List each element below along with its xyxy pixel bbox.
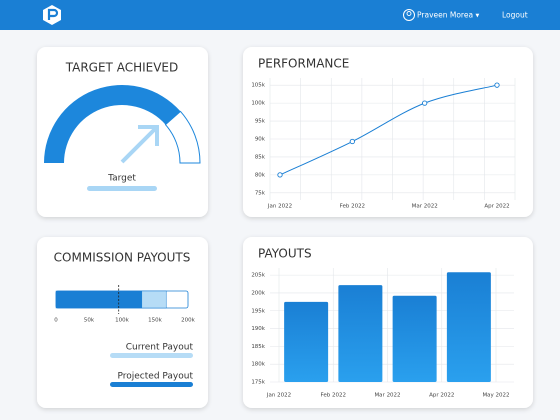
card [37, 237, 208, 408]
x-tick-label: Apr 2022 [429, 393, 454, 399]
y-tick-label: 190k [251, 326, 265, 332]
gauge-track [164, 110, 201, 164]
user-icon [403, 9, 415, 21]
x-tick-label: Jan 2022 [267, 204, 292, 210]
logo[interactable] [43, 5, 61, 25]
legend-swatch [110, 353, 193, 358]
legend-label: Current Payout [126, 343, 194, 353]
legend-swatch [110, 382, 193, 387]
x-tick-label: 0 [54, 318, 58, 324]
bar [392, 295, 437, 382]
gauge-label-bar [87, 186, 157, 191]
x-tick-label: Mar 2022 [412, 204, 438, 210]
x-tick-label: Feb 2022 [340, 204, 365, 210]
x-tick-label: Apr 2022 [484, 204, 509, 210]
point [277, 172, 283, 178]
point [349, 138, 355, 145]
line [279, 84, 498, 176]
arrow-head [138, 125, 159, 146]
x-tick-label: 100k [115, 318, 129, 324]
card-title: COMMISSION PAYOUTS [54, 251, 191, 265]
user-icon-head [406, 11, 412, 16]
y-tick-label: 105k [251, 83, 265, 89]
y-tick-label: 205k [251, 273, 265, 279]
card-title: TARGET ACHIEVED [65, 61, 179, 75]
y-tick-label: 180k [251, 362, 265, 368]
card [243, 47, 533, 217]
y-tick-label: 95k [255, 119, 266, 125]
bar [284, 301, 329, 382]
user-menu[interactable]: Praveen Morea ▾ [403, 9, 480, 21]
y-tick-label: 90k [255, 137, 266, 143]
y-tick-label: 185k [251, 344, 265, 350]
card-title: PERFORMANCE [258, 57, 349, 71]
x-tick-label: Feb 2022 [321, 393, 346, 399]
gauge-label: Target [107, 174, 136, 184]
point [494, 82, 500, 88]
y-tick-label: 85k [255, 154, 266, 160]
card-title: PAYOUTS [258, 247, 312, 261]
logo-p [47, 8, 59, 20]
gauge-fill [44, 85, 181, 163]
card [37, 47, 208, 217]
point [422, 100, 428, 106]
x-tick-label: May 2022 [482, 393, 509, 399]
y-tick-label: 75k [255, 190, 266, 196]
bar-segment [141, 290, 167, 309]
y-tick-label: 195k [251, 308, 265, 314]
y-tick-label: 100k [251, 101, 265, 107]
x-tick-label: Mar 2022 [374, 393, 400, 399]
header-bar [0, 0, 560, 30]
arrow-shaft [120, 127, 157, 164]
y-tick-label: 200k [251, 290, 265, 296]
arrow-icon [120, 125, 159, 164]
user-name[interactable]: Praveen Morea ▾ [417, 11, 479, 20]
bar [446, 272, 491, 382]
x-tick-label: 150k [148, 318, 162, 324]
y-tick-label: 80k [255, 172, 266, 178]
legend-label: Projected Payout [117, 372, 193, 382]
bar-segment [55, 290, 143, 309]
x-tick-label: 200k [181, 318, 195, 324]
x-tick-label: 50k [84, 318, 95, 324]
bar [338, 285, 383, 382]
logout-link[interactable]: Logout [502, 11, 528, 20]
x-tick-label: Jan 2022 [266, 393, 291, 399]
y-tick-label: 175k [251, 380, 265, 386]
